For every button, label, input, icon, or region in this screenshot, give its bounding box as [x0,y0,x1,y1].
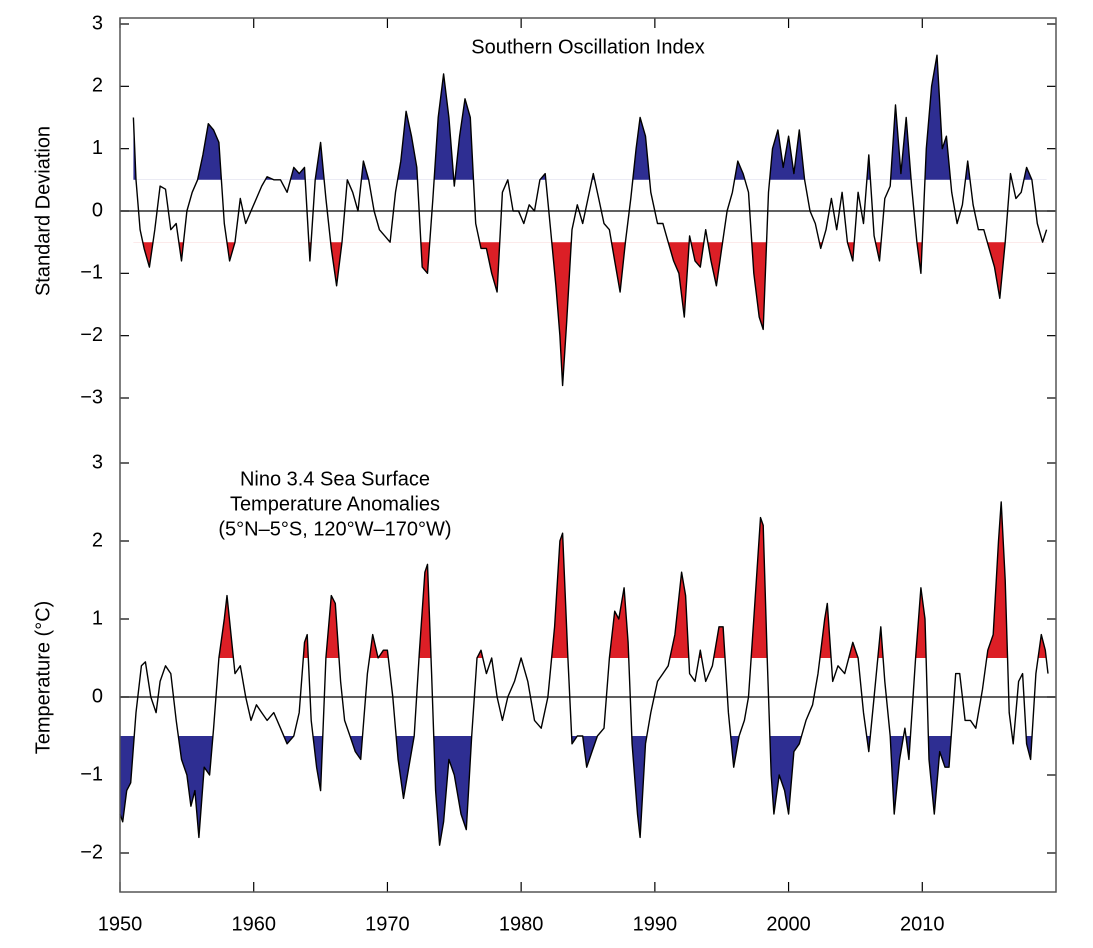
x-tick-label: 1960 [231,913,276,935]
x-tick-label: 1970 [365,913,410,935]
series-line [132,54,1048,387]
y-tick-label: 2 [92,529,103,551]
y-tick-label: −1 [80,763,103,785]
series-line [119,501,1049,846]
y-tick-label: −1 [80,262,103,284]
y-axis-label: Temperature (°C) [32,601,54,755]
chart-title: Southern Oscillation Index [471,36,704,58]
x-tick-label: 2010 [900,913,945,935]
chart-title: Temperature Anomalies [230,493,440,515]
anomaly-fill [133,55,1047,180]
x-tick-label: 2000 [766,913,811,935]
y-tick-label: 1 [92,607,103,629]
chart-title: Nino 3.4 Sea Surface [240,468,430,490]
plot-frame [119,17,1057,893]
y-axis-label: Standard Deviation [32,126,54,296]
chart-title: (5°N–5°S, 120°W–170°W) [218,518,451,540]
anomaly-fill [120,736,1048,846]
anomaly-fill [120,502,1048,658]
y-tick-label: 2 [92,75,103,97]
x-tick-label: 1950 [98,913,143,935]
x-tick-label: 1980 [499,913,544,935]
y-tick-label: −3 [80,386,103,408]
y-tick-label: 0 [92,199,103,221]
anomaly-fill [133,242,1047,386]
y-tick-label: 3 [92,12,103,34]
y-tick-label: −2 [80,841,103,863]
y-tick-label: 1 [92,137,103,159]
x-tick-label: 1990 [633,913,678,935]
y-tick-label: 3 [92,451,103,473]
y-tick-label: −2 [80,324,103,346]
y-tick-label: 0 [92,685,103,707]
